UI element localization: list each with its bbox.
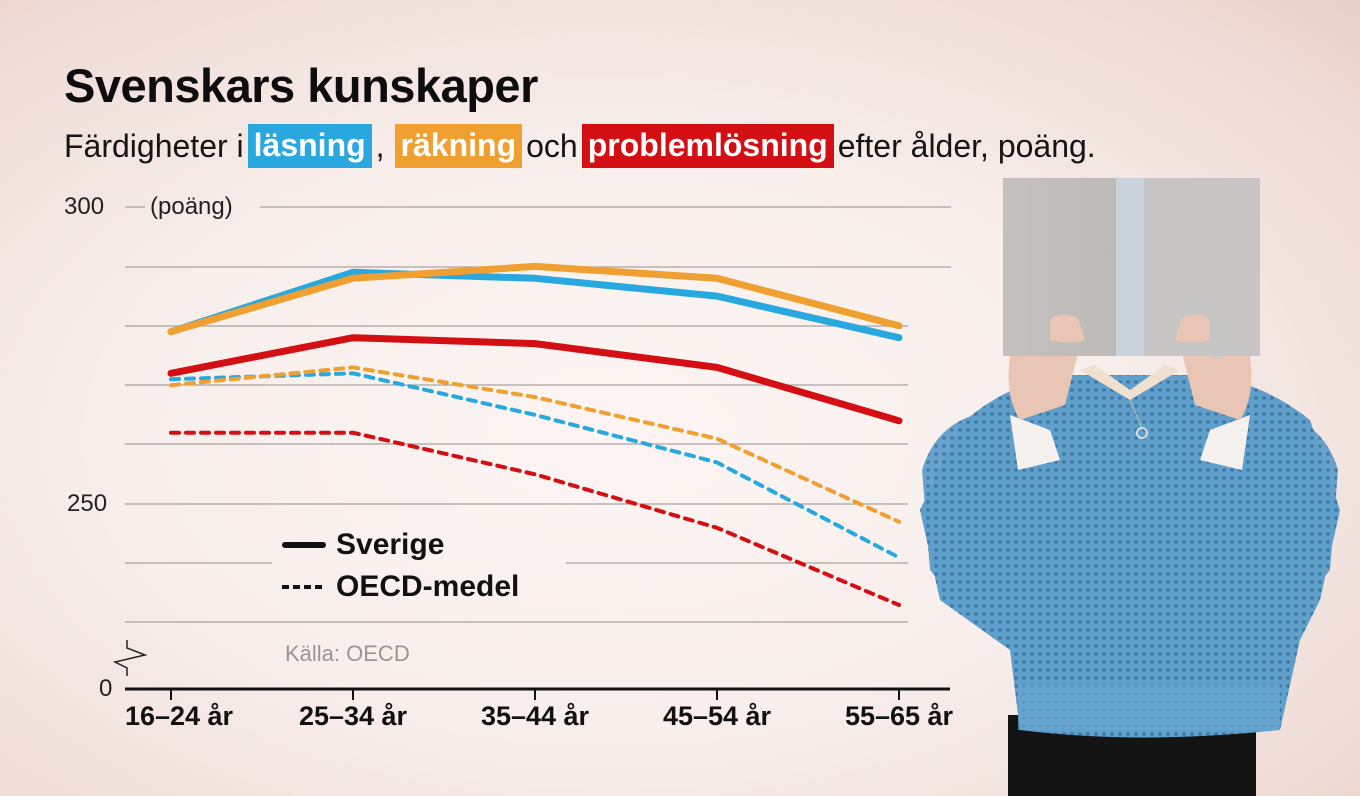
y-label-300: 300 [64, 193, 105, 220]
x-label-25-34: 25–34 år [298, 701, 408, 731]
series-oecd-medel-problemlösning [169, 430, 901, 607]
subtitle-prefix: Färdigheter i [64, 127, 244, 164]
legend-label-sverige: Sverige [336, 528, 445, 561]
reading-highlight: läsning [247, 124, 372, 168]
legend-item-oecd: OECD-medel [272, 566, 566, 608]
axis-break-icon [112, 640, 148, 676]
legend-item-sverige: Sverige [272, 524, 566, 566]
reader-photo [920, 178, 1340, 796]
y-unit-label: (poäng) [150, 193, 233, 220]
chart-subtitle: Färdigheter i läsning , räkning och prob… [64, 124, 1096, 168]
book-spine [1116, 178, 1144, 356]
subtitle-and: och [526, 127, 578, 164]
y-label-0: 0 [99, 675, 113, 702]
dashed-line-swatch [282, 585, 326, 589]
series-lines [167, 262, 903, 607]
solid-line-swatch [282, 542, 326, 548]
y-label-250: 250 [67, 490, 108, 517]
series-sverige-läsning [167, 268, 903, 342]
chart-title: Svenskars kunskaper [64, 59, 538, 112]
numeracy-highlight: räkning [394, 124, 523, 168]
legend-label-oecd: OECD-medel [336, 570, 520, 603]
subtitle-suffix: efter ålder, poäng. [837, 127, 1096, 164]
series-sverige-räkning [167, 262, 903, 336]
x-label-45-54: 45–54 år [662, 701, 772, 731]
source-note: Källa: OECD [285, 641, 410, 666]
legend: Sverige OECD-medel [272, 524, 566, 606]
series-sverige-problemlösning [167, 334, 903, 425]
subtitle-comma: , [375, 127, 385, 164]
x-ticks [170, 689, 900, 700]
problem-solving-highlight: problemlösning [581, 124, 834, 168]
x-label-16-24: 16–24 år [124, 701, 234, 731]
x-label-55-65: 55–65 år [844, 701, 954, 731]
x-label-35-44: 35–44 år [480, 701, 590, 731]
series-oecd-medel-räkning [169, 365, 901, 524]
